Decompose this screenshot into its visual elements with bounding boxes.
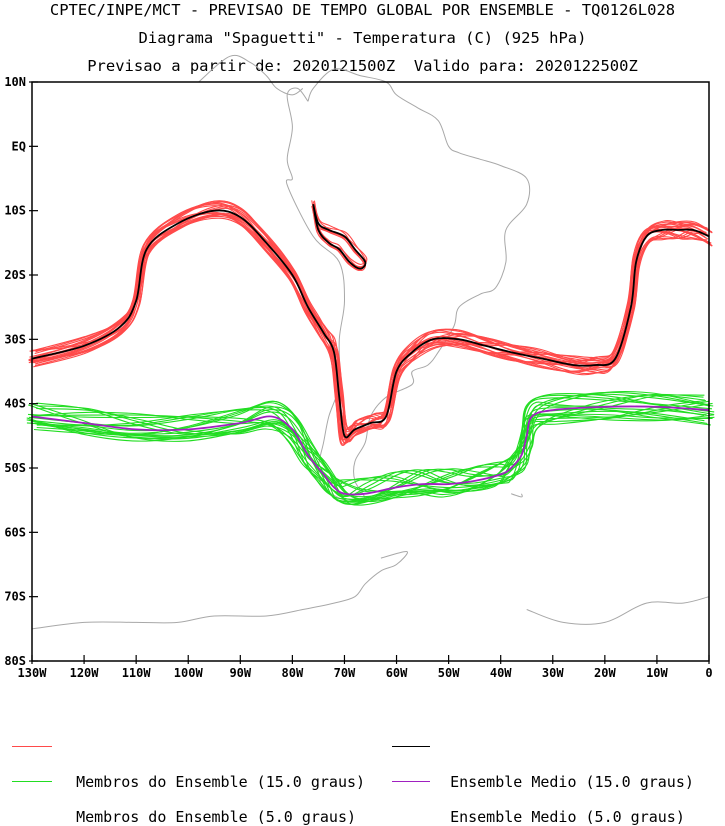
legend-label-mean-5: Ensemble Medio (5.0 graus) xyxy=(450,808,685,826)
coastline-4 xyxy=(526,596,710,625)
legend-swatch-green xyxy=(12,781,52,782)
member-5-line-11 xyxy=(26,393,704,503)
member-5-line-13 xyxy=(37,394,715,492)
chart-title: CPTEC/INPE/MCT - PREVISAO DE TEMPO GLOBA… xyxy=(49,1,676,19)
lon-tick-label: 130W xyxy=(18,666,48,680)
coastline-2 xyxy=(198,54,304,96)
coastline-layer xyxy=(31,54,710,630)
mean-15-line xyxy=(31,209,710,439)
legend-label-mean-15: Ensemble Medio (15.0 graus) xyxy=(450,773,694,791)
lon-tick-label: 30W xyxy=(542,666,564,680)
member-5-line-10 xyxy=(34,400,710,503)
lon-tick-label: 120W xyxy=(70,666,100,680)
map-frame xyxy=(31,81,710,662)
member-5-line-19 xyxy=(27,391,707,497)
coastline-5 xyxy=(510,493,523,498)
member-15-line-20 xyxy=(34,213,711,444)
legend-label-members-5: Membros do Ensemble (5.0 graus) xyxy=(76,808,357,826)
lat-tick-label: 70S xyxy=(4,590,26,604)
legend-swatch-red xyxy=(12,746,52,747)
lon-tick-label: 110W xyxy=(122,666,152,680)
legend-swatch-purple xyxy=(392,781,430,782)
lat-tick-label: 60S xyxy=(4,525,26,539)
lon-tick-label: 90W xyxy=(229,666,251,680)
ensemble-members-5-layer xyxy=(26,391,715,506)
legend-label-members-15: Membros do Ensemble (15.0 graus) xyxy=(76,773,366,791)
lon-tick-label: 40W xyxy=(490,666,512,680)
lat-tick-label: 80S xyxy=(4,654,26,668)
lat-tick-label: 10S xyxy=(4,204,26,218)
mean-5-line xyxy=(31,405,710,496)
legend-item-members-5: Membros do Ensemble (5.0 graus) xyxy=(12,772,357,826)
lon-tick-label: 20W xyxy=(594,666,616,680)
lat-tick-label: 30S xyxy=(4,332,26,346)
member-15-line-1 xyxy=(31,204,713,446)
lon-tick-label: 100W xyxy=(174,666,204,680)
member-5-line-9 xyxy=(36,408,715,502)
coastline-3 xyxy=(31,551,408,630)
lat-tick-label: 10N xyxy=(4,75,26,89)
member-15-line-17 xyxy=(34,202,707,433)
chart-subtitle: Diagrama "Spaguetti" - Temperatura (C) (… xyxy=(138,29,587,47)
coastline-1 xyxy=(285,68,531,503)
lon-tick-label: 50W xyxy=(438,666,460,680)
lat-tick-label: 20S xyxy=(4,268,26,282)
member-15-line-5 xyxy=(33,214,712,438)
lon-tick-label: 80W xyxy=(282,666,304,680)
legend-item-mean-15: Ensemble Medio (15.0 graus) xyxy=(392,737,694,791)
legend-item-mean-5: Ensemble Medio (5.0 graus) xyxy=(392,772,685,826)
ensemble-mean-layer xyxy=(31,203,710,496)
lon-tick-label: 10W xyxy=(646,666,668,680)
lon-tick-label: 0 xyxy=(705,666,712,680)
member-15-line-19 xyxy=(29,217,713,437)
member-5-line-18 xyxy=(28,394,705,500)
member-5-line-20 xyxy=(36,393,715,494)
member-15-line-16 xyxy=(33,201,712,441)
member-15-andes-line-6 xyxy=(311,200,367,272)
lat-tick-label: EQ xyxy=(12,139,26,153)
forecast-dates: Previsao a partir de: 2020121500Z Valido… xyxy=(87,57,638,75)
legend-item-members-15: Membros do Ensemble (15.0 graus) xyxy=(12,737,366,791)
member-5-line-15 xyxy=(26,410,705,503)
lon-tick-label: 60W xyxy=(386,666,408,680)
lat-tick-label: 50S xyxy=(4,461,26,475)
member-15-line-2 xyxy=(35,200,708,440)
mean-15-andes-line xyxy=(312,203,367,270)
legend-swatch-black xyxy=(392,746,430,747)
lon-tick-label: 70W xyxy=(334,666,356,680)
lat-tick-label: 40S xyxy=(4,397,26,411)
member-15-line-12 xyxy=(31,215,713,438)
